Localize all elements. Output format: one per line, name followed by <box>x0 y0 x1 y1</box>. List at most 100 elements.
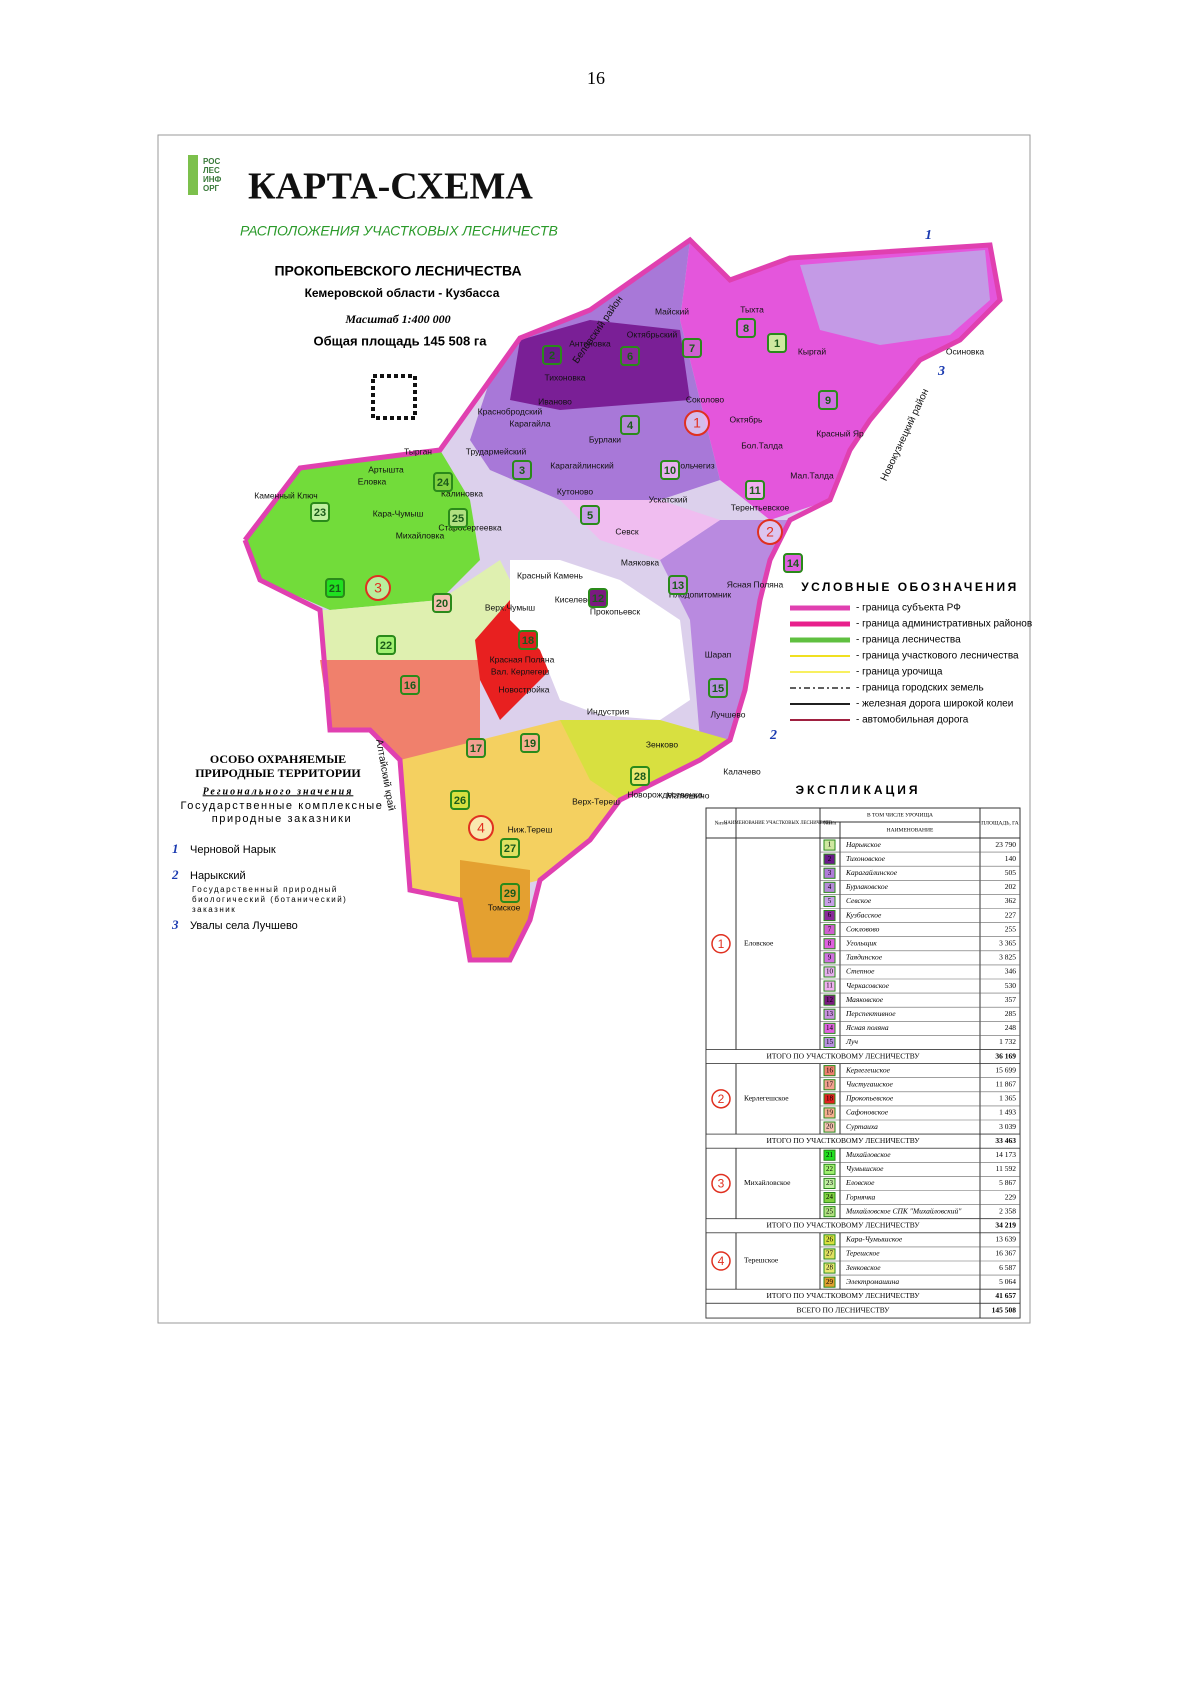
tract-swatch <box>823 1093 836 1105</box>
total-row <box>705 1049 1021 1065</box>
tract-swatch <box>823 1248 836 1260</box>
tract-num: 10 <box>826 968 834 976</box>
forestry-number: 3 <box>374 580 382 596</box>
tract-area: 2 358 <box>999 1206 1016 1215</box>
tract-area: 362 <box>1005 896 1017 905</box>
tract-area: 23 790 <box>995 840 1016 849</box>
tract-number: 2 <box>549 350 555 362</box>
tract-name: Ясная поляна <box>845 1023 889 1032</box>
tract-marker <box>542 345 562 365</box>
tract-number: 18 <box>522 635 534 647</box>
tract-number: 5 <box>587 510 593 522</box>
tract-number: 3 <box>519 465 525 477</box>
tract-name: Прокопьевское <box>845 1094 894 1103</box>
protected-number: 1 <box>172 841 179 856</box>
total-value: 34 219 <box>995 1220 1016 1229</box>
tract-marker <box>668 575 688 595</box>
tract-swatch <box>823 1022 836 1034</box>
tract-marker <box>500 883 520 903</box>
legend-label: - граница субъекта РФ <box>856 602 961 614</box>
region <box>320 660 480 760</box>
tract-area: 3 825 <box>999 953 1016 962</box>
protected-name: Увалы села Лучшево <box>190 920 298 932</box>
protected-map-number: 1 <box>925 228 932 243</box>
legend-label: - граница городских земель <box>856 683 984 694</box>
place-label: Каменный Ключ <box>254 490 317 500</box>
tract-area: 6 587 <box>999 1263 1016 1272</box>
protected-note: Государственный природный <box>192 885 338 894</box>
group-num: 2 <box>718 1092 725 1106</box>
place-label: Майский <box>655 306 689 316</box>
place-label: Ясная Поляна <box>727 579 784 589</box>
logo-text: ИНФ <box>203 175 222 184</box>
tract-marker <box>512 460 532 480</box>
place-label: Матюшино <box>667 790 710 800</box>
place-label: Шарап <box>705 649 732 659</box>
tract-marker <box>376 635 396 655</box>
legend-title: УСЛОВНЫЕ ОБОЗНАЧЕНИЯ <box>801 580 1019 594</box>
tract-number: 13 <box>672 580 684 592</box>
tract-num: 17 <box>826 1080 834 1088</box>
tract-num: 21 <box>826 1151 834 1159</box>
tract-number: 17 <box>470 743 482 755</box>
place-label: Кара-Чумыш <box>373 508 424 518</box>
group-num: 1 <box>718 937 725 951</box>
page-number: 16 <box>587 68 605 88</box>
tract-area: 229 <box>1005 1192 1017 1201</box>
protected-name: Нарыкский <box>190 870 246 882</box>
tract-marker <box>325 578 345 598</box>
protected-title: ОСОБО ОХРАНЯЕМЫЕ <box>210 752 346 766</box>
tract-name: Карагайлинское <box>845 868 898 877</box>
place-label: Томское <box>488 902 521 912</box>
tract-swatch <box>823 867 836 879</box>
tract-num: 12 <box>826 996 834 1004</box>
city-land <box>510 560 690 720</box>
tract-swatch <box>823 952 836 964</box>
total-label: ИТОГО ПО УЧАСТКОВОМУ ЛЕСНИЧЕСТВУ <box>766 1051 920 1060</box>
tract-name: Михайловское <box>845 1150 891 1159</box>
tract-num: 15 <box>826 1038 834 1046</box>
tract-area: 346 <box>1005 967 1017 976</box>
place-label: Кольчегиз <box>675 460 714 470</box>
tract-num: 13 <box>826 1010 834 1018</box>
place-label: Новостройка <box>499 684 550 694</box>
tract-num: 26 <box>826 1235 834 1243</box>
tract-area: 357 <box>1005 995 1017 1004</box>
logo-text: ОРГ <box>203 184 220 193</box>
tract-name: Кара-Чумышское <box>845 1235 903 1244</box>
place-label: Красный Яр <box>816 428 864 438</box>
table-header: НАИМЕНОВАНИЕ УЧАСТКОВЫХ ЛЕСНИЧЕСТВ <box>724 821 832 826</box>
total-label: ИТОГО ПО УЧАСТКОВОМУ ЛЕСНИЧЕСТВУ <box>766 1291 920 1300</box>
logo-text: ЛЕС <box>203 166 220 175</box>
place-label: Лучшево <box>710 709 745 719</box>
legend-label: - автомобильная дорога <box>856 714 969 726</box>
forestry-marker <box>365 575 391 601</box>
tract-swatch <box>823 895 836 908</box>
tract-area: 1 732 <box>999 1037 1016 1046</box>
tract-area: 140 <box>1005 854 1017 863</box>
legend-label: - граница административных районов <box>856 619 1032 630</box>
tract-name: Бурлаковское <box>845 882 889 891</box>
tract-name: Михайловское СПК "Михайловский" <box>845 1206 962 1215</box>
tract-number: 20 <box>436 598 448 610</box>
tract-marker <box>518 630 538 650</box>
group-marker <box>711 934 731 954</box>
place-label: Артышта <box>368 464 404 474</box>
tract-marker <box>520 733 540 753</box>
boundary <box>242 236 1003 963</box>
tract-marker <box>588 588 608 608</box>
place-label: Осиновка <box>946 346 984 356</box>
tract-number: 23 <box>314 507 326 519</box>
tract-name: Кузбасское <box>845 910 882 919</box>
tract-name: Керлегешское <box>845 1065 891 1074</box>
group-name: Керлегешское <box>744 1094 789 1103</box>
tract-name: Электромашина <box>846 1277 899 1286</box>
tract-name: Черкасовское <box>846 981 890 990</box>
region <box>660 520 790 740</box>
tract-num: 14 <box>826 1024 834 1032</box>
tract-marker <box>310 502 330 522</box>
tract-marker <box>580 505 600 525</box>
tract-swatch <box>823 980 836 992</box>
table-header: №п/п <box>715 820 728 826</box>
